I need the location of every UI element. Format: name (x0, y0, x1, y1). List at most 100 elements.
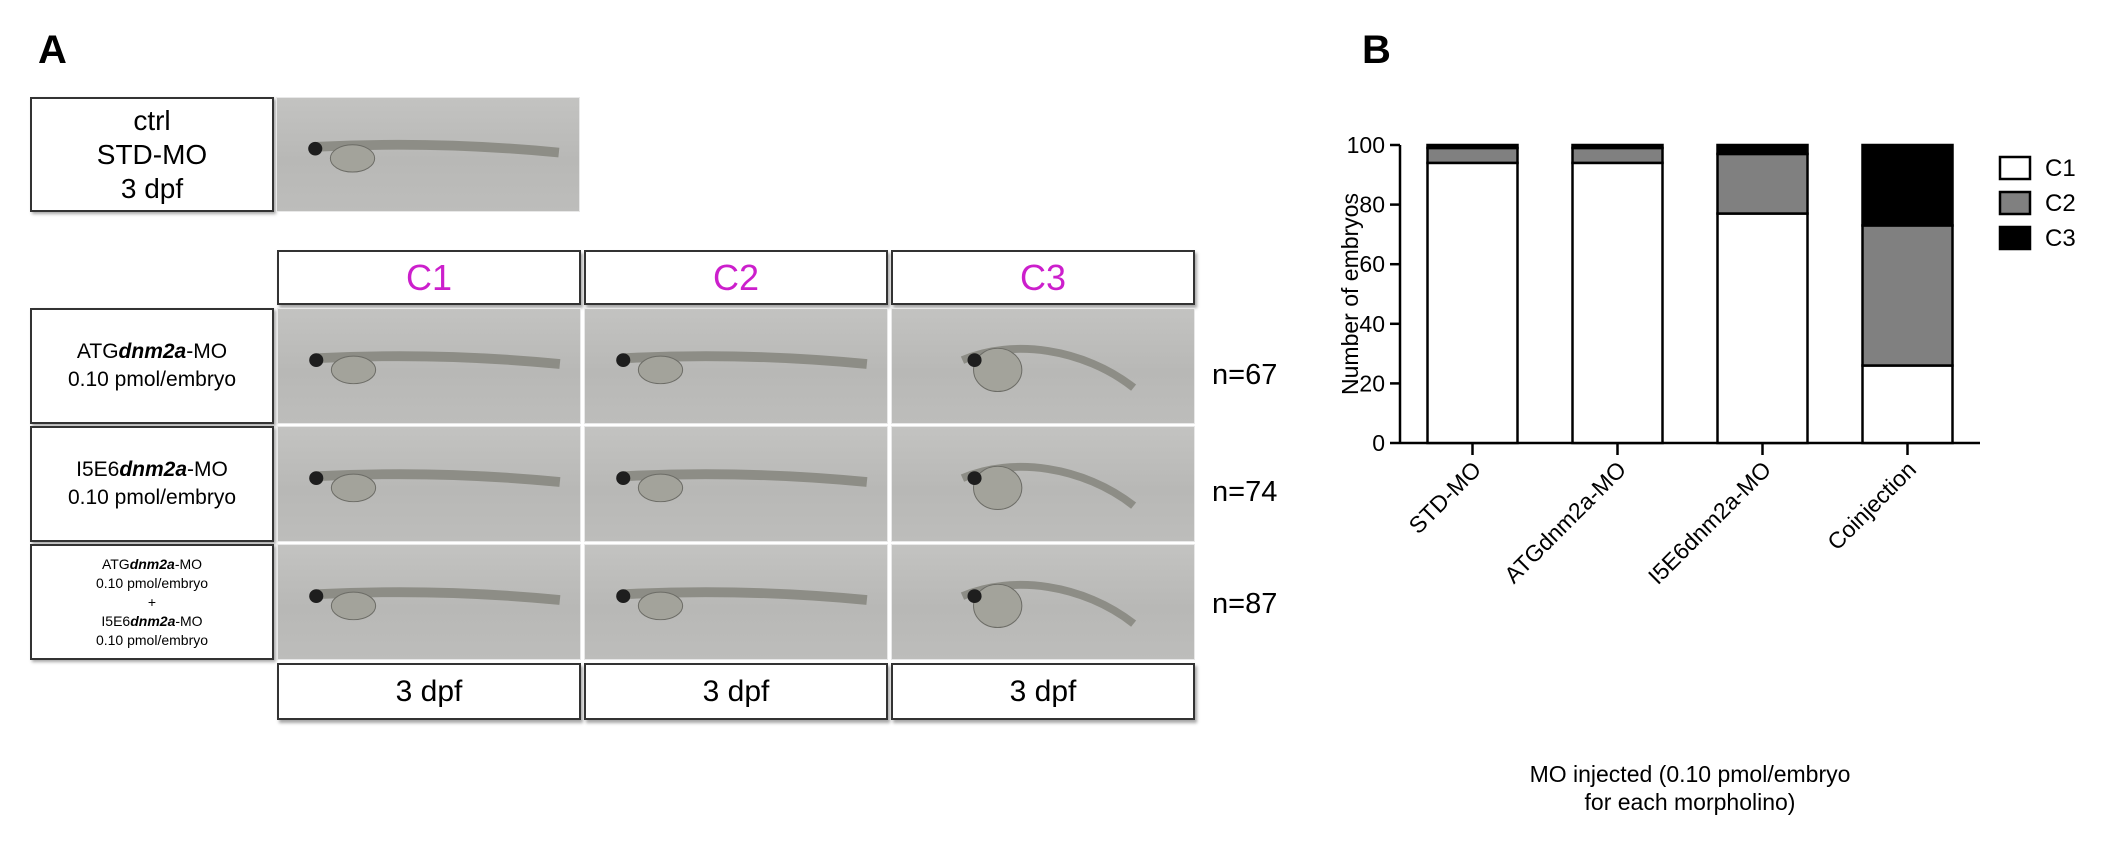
y-tick-label: 0 (1372, 430, 1385, 456)
label-text: -MO (187, 458, 228, 481)
embryo-image (584, 308, 888, 424)
bar-segment-c2 (1426, 146, 1519, 165)
row-label-line: 0.10 pmol/embryo (96, 631, 208, 650)
embryo-eye (616, 471, 631, 485)
panel-a-letter: A (38, 28, 67, 72)
embryo-silhouette (960, 462, 1137, 511)
row-label-line: I5E6dnm2a-MO (101, 612, 202, 631)
bar-segment-c3 (1861, 143, 1954, 227)
embryo-silhouette (308, 139, 560, 173)
bar-segment-c2 (1716, 152, 1809, 215)
embryo-silhouette (960, 344, 1137, 393)
label-text: ATG (76, 340, 119, 363)
embryo-yolk (330, 473, 377, 503)
column-header-c3: C3 (891, 250, 1195, 305)
embryo-yolk (637, 591, 684, 621)
label-text: 0.10 pmol/embryo (67, 368, 237, 391)
legend-label: C1 (2045, 155, 2076, 182)
footer-dpf-label: 3 dpf (584, 663, 888, 720)
embryo-eye (967, 471, 982, 485)
embryo-eye (309, 353, 324, 367)
embryo-yolk (330, 591, 377, 621)
embryo-image (584, 544, 888, 660)
label-text: I5E6 (76, 458, 120, 481)
embryo-eye (967, 353, 982, 367)
label-text: -MO (175, 612, 203, 629)
embryo-silhouette (309, 351, 561, 385)
column-header-c1: C1 (277, 250, 581, 305)
embryo-image (277, 308, 581, 424)
legend-swatch-c2 (1998, 190, 2032, 216)
row-label-coinjection: ATGdnm2a-MO 0.10 pmol/embryo + I5E6dnm2a-MO… (30, 544, 274, 660)
label-text: 0.10 pmol/embryo (67, 486, 237, 509)
embryo-eye (967, 589, 982, 603)
bar-segment-c2 (1861, 224, 1954, 367)
embryo-silhouette (960, 580, 1137, 629)
embryo-silhouette (309, 469, 561, 503)
embryo-yolk (973, 347, 1023, 393)
bar-segment-c3 (1716, 143, 1809, 156)
bar-segment-c1 (1861, 364, 1954, 445)
embryo-image (277, 426, 581, 542)
x-axis-title: MO injected (0.10 pmol/embryo (1530, 761, 1851, 787)
row-label-line: ATGdnm2a-MO (77, 338, 227, 366)
ctrl-label-line: STD-MO (96, 138, 208, 170)
legend-label: C2 (2045, 190, 2076, 217)
bar-segment-c1 (1571, 161, 1664, 445)
embryo-eye (309, 471, 324, 485)
x-category-label: I5E6dnm2a-MO (1643, 456, 1776, 589)
x-axis-title: for each morpholino) (1585, 789, 1796, 815)
bar-segment-c1 (1716, 212, 1809, 445)
x-category-label: STD-MO (1404, 456, 1487, 539)
embryo-yolk (637, 355, 684, 385)
row-label-line: + (148, 593, 156, 612)
y-tick-label: 40 (1359, 311, 1385, 337)
y-tick-label: 80 (1359, 192, 1385, 218)
x-category-label: ATGdnm2a-MO (1499, 456, 1631, 588)
bar-segment-c3 (1571, 143, 1664, 150)
row-count: n=87 (1212, 588, 1278, 620)
row-label-line: 0.10 pmol/embryo (68, 366, 236, 394)
embryo-silhouette (616, 351, 868, 385)
gene-name: dnm2a (129, 555, 175, 572)
ctrl-label-line: 3 dpf (120, 172, 184, 204)
legend-swatch-c1 (1998, 155, 2032, 181)
embryo-image (277, 544, 581, 660)
embryo-silhouette (309, 587, 561, 621)
embryo-image (584, 426, 888, 542)
legend-label: C3 (2045, 225, 2076, 252)
row-label-line: I5E6dnm2a-MO (76, 456, 228, 484)
label-text: I5E6 (101, 612, 131, 629)
ctrl-label-line: ctrl (133, 104, 171, 136)
embryo-eye (616, 589, 631, 603)
x-category-label: Coinjection (1822, 456, 1921, 555)
row-label-line: 0.10 pmol/embryo (68, 484, 236, 512)
footer-dpf-label: 3 dpf (891, 663, 1195, 720)
label-text: ATG (101, 555, 130, 572)
embryo-yolk (329, 144, 376, 173)
panel-b-letter: B (1362, 28, 1391, 72)
label-text: 0.10 pmol/embryo (95, 574, 209, 591)
embryo-image (891, 426, 1195, 542)
row-count: n=67 (1212, 359, 1278, 391)
row-label-i5e6: I5E6dnm2a-MO 0.10 pmol/embryo (30, 426, 274, 542)
label-text: -MO (174, 555, 203, 572)
ctrl-label-box: ctrl STD-MO 3 dpf (30, 97, 274, 212)
bar-segment-c3 (1426, 143, 1519, 150)
y-tick-label: 100 (1347, 132, 1385, 158)
embryo-yolk (330, 355, 377, 385)
embryo-image (891, 308, 1195, 424)
embryo-image (891, 544, 1195, 660)
legend-swatch-c3 (1998, 225, 2032, 251)
row-count: n=74 (1212, 476, 1278, 508)
gene-name: dnm2a (130, 612, 176, 629)
row-label-atg: ATGdnm2a-MO 0.10 pmol/embryo (30, 308, 274, 424)
bar-segment-c2 (1571, 146, 1664, 165)
gene-name: dnm2a (118, 340, 187, 363)
gene-name: dnm2a (119, 458, 188, 481)
footer-dpf-label: 3 dpf (277, 663, 581, 720)
embryo-eye (309, 589, 324, 603)
embryo-eye (308, 141, 323, 156)
bar-segment-c1 (1426, 161, 1519, 445)
